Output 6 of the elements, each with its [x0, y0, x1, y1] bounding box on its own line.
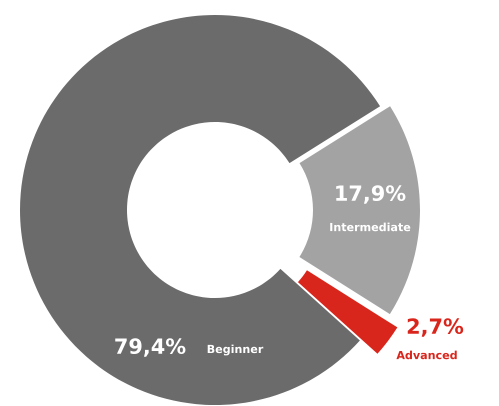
slice-label: Advanced	[396, 350, 457, 360]
data-label: 2,7%	[408, 318, 464, 337]
data-label: 17,9%	[336, 185, 406, 204]
data-label: 79,4%	[115, 338, 186, 357]
slice-label: Intermediate	[330, 222, 410, 232]
slice-label: Beginner	[208, 344, 264, 356]
